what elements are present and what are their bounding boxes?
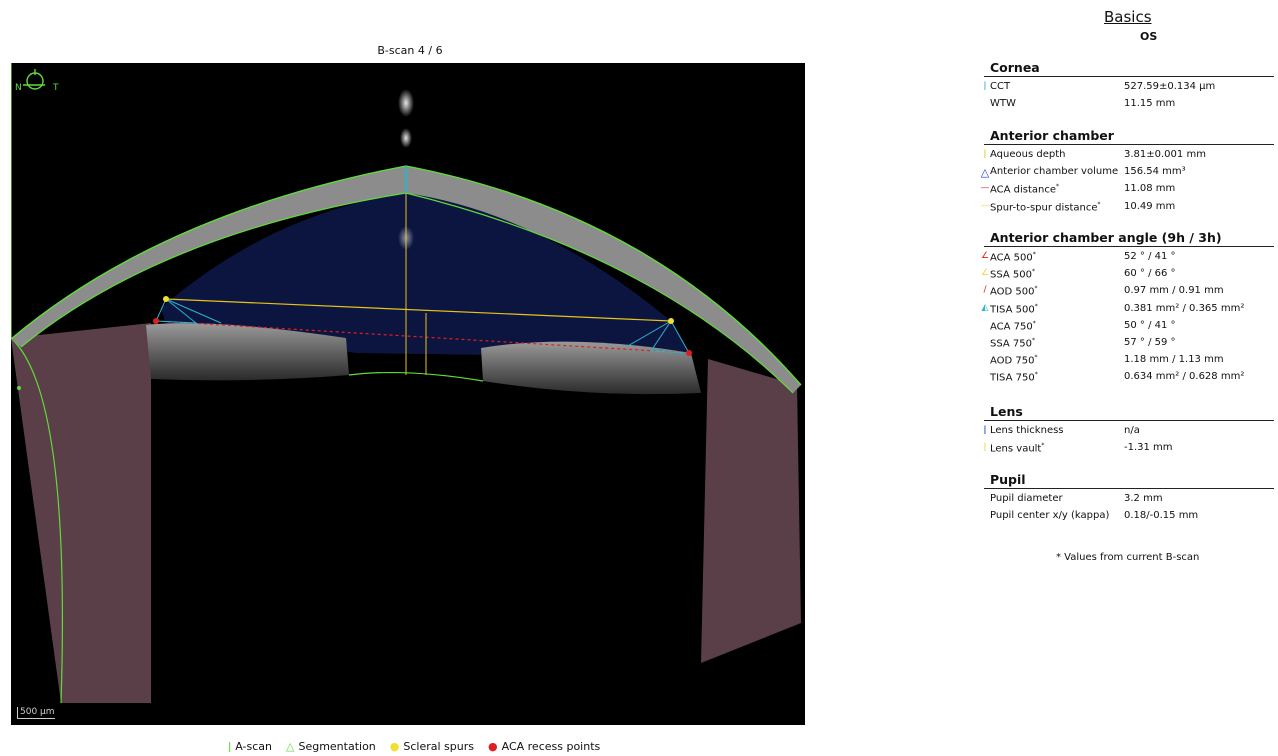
eye-orientation-icon xyxy=(23,69,45,90)
lens-thickness-label: Lens thickness xyxy=(990,425,1064,436)
ssa750-value: 57 ° / 59 ° xyxy=(1124,336,1176,348)
pupil-diameter-label: Pupil diameter xyxy=(990,493,1063,504)
aod500-icon: / xyxy=(983,285,987,296)
angle-section: Anterior chamber angle (9h / 3h) ∠ ACA 50… xyxy=(981,230,1274,389)
pupil-center-value: 0.18/-0.15 mm xyxy=(1124,510,1199,522)
aod750-label: AOD 750* xyxy=(990,354,1038,367)
legend-segmentation: △ Segmentation xyxy=(286,740,376,753)
chamber-volume-icon: △ xyxy=(980,166,990,180)
lens-header: Lens xyxy=(984,404,1274,421)
cornea-section: Cornea ǀ CCT 527.59±0.134 µm WTW 11.15 mm xyxy=(984,60,1274,115)
spur-distance-label: Spur-to-spur distance* xyxy=(990,200,1101,213)
tisa500-value: 0.381 mm² / 0.365 mm² xyxy=(1124,302,1245,314)
cct-row: ǀ CCT 527.59±0.134 µm xyxy=(984,81,1274,98)
tisa750-row: TISA 750* 0.634 mm² / 0.628 mm² xyxy=(984,371,1274,388)
wtw-value: 11.15 mm xyxy=(1124,98,1176,110)
pupil-header: Pupil xyxy=(984,472,1274,489)
aca-distance-icon: — xyxy=(980,183,990,194)
chamber-volume-row: △ Anterior chamber volume 156.54 mm³ xyxy=(981,166,1274,183)
ssa500-row: ∠ SSA 500* 60 ° / 66 ° xyxy=(981,268,1274,285)
scalebar: 500 µm xyxy=(17,707,55,719)
aqueous-depth-icon: ǀ xyxy=(983,149,987,159)
aca500-row: ∠ ACA 500* 52 ° / 41 ° xyxy=(981,251,1274,268)
bscan-title: B-scan 4 / 6 xyxy=(377,44,443,57)
anterior-chamber-header: Anterior chamber xyxy=(984,128,1274,145)
ascan-icon: ǀ xyxy=(228,740,232,753)
aca750-value: 50 ° / 41 ° xyxy=(1124,319,1176,331)
lens-vault-label: Lens vault* xyxy=(990,442,1045,455)
aca500-value: 52 ° / 41 ° xyxy=(1124,251,1176,262)
spur-distance-row: — Spur-to-spur distance* 10.49 mm xyxy=(981,200,1274,218)
cct-label: CCT xyxy=(990,81,1011,92)
eye-label: OS xyxy=(1140,30,1158,43)
legend-segmentation-label: Segmentation xyxy=(298,740,376,753)
tisa500-icon: ◭ xyxy=(981,302,989,313)
chamber-volume-value: 156.54 mm³ xyxy=(1124,166,1186,178)
ssa500-label: SSA 500* xyxy=(990,268,1035,281)
bscan-image[interactable]: N T 500 µm xyxy=(11,63,805,725)
aca750-row: ACA 750* 50 ° / 41 ° xyxy=(984,320,1274,337)
aca-distance-label: ACA distance* xyxy=(990,183,1060,196)
pupil-center-label: Pupil center x/y (kappa) xyxy=(990,510,1110,522)
spur-distance-icon: — xyxy=(980,200,990,211)
pupil-center-row: Pupil center x/y (kappa) 0.18/-0.15 mm xyxy=(984,510,1274,527)
aod500-value: 0.97 mm / 0.91 mm xyxy=(1124,285,1224,297)
legend-aca-recess: ● ACA recess points xyxy=(488,740,600,753)
bscan-note: * Values from current B-scan xyxy=(1056,552,1200,563)
tisa500-row: ◭ TISA 500* 0.381 mm² / 0.365 mm² xyxy=(982,302,1274,320)
aqueous-depth-label: Aqueous depth xyxy=(990,149,1066,160)
aca-distance-row: — ACA distance* 11.08 mm xyxy=(981,183,1274,200)
pupil-diameter-row: Pupil diameter 3.2 mm xyxy=(984,493,1274,510)
tisa500-label: TISA 500* xyxy=(990,302,1038,315)
aod500-row: / AOD 500* 0.97 mm / 0.91 mm xyxy=(983,285,1274,302)
lens-vault-row: ǀ Lens vault* -1.31 mm xyxy=(984,442,1274,459)
aca-recess-icon: ● xyxy=(488,740,498,753)
legend-aca-recess-label: ACA recess points xyxy=(501,740,601,753)
legend-ascan: ǀ A-scan xyxy=(228,740,272,753)
pupil-section: Pupil Pupil diameter 3.2 mm Pupil center … xyxy=(984,472,1274,527)
aca500-label: ACA 500* xyxy=(990,251,1036,264)
orient-n-label: N xyxy=(15,83,22,93)
ssa750-label: SSA 750* xyxy=(990,336,1035,350)
segmentation-icon: △ xyxy=(286,740,295,753)
lens-vault-value: -1.31 mm xyxy=(1124,442,1173,454)
orient-t-label: T xyxy=(53,83,59,93)
lens-section: Lens ǀ Lens thickness n/a ǀ Lens vault* -1.3… xyxy=(984,404,1274,459)
cornea-header: Cornea xyxy=(984,60,1274,77)
aod750-row: AOD 750* 1.18 mm / 1.13 mm xyxy=(984,354,1274,371)
lens-thickness-icon: ǀ xyxy=(983,425,987,435)
ssa500-icon: ∠ xyxy=(980,268,990,279)
pupil-diameter-value: 3.2 mm xyxy=(1124,493,1163,504)
aca500-icon: ∠ xyxy=(980,251,990,261)
tisa750-label: TISA 750* xyxy=(990,371,1038,384)
anterior-chamber-section: Anterior chamber ǀ Aqueous depth 3.81±0.00… xyxy=(981,128,1274,218)
legend-ascan-label: A-scan xyxy=(235,740,272,753)
aod750-value: 1.18 mm / 1.13 mm xyxy=(1124,354,1224,366)
spur-distance-value: 10.49 mm xyxy=(1124,200,1176,212)
tisa750-value: 0.634 mm² / 0.628 mm² xyxy=(1124,371,1245,383)
aca750-label: ACA 750* xyxy=(990,319,1036,333)
oct-scan-graphic xyxy=(11,63,802,704)
legend-scleral-spurs: ● Scleral spurs xyxy=(390,740,474,753)
panel-title: Basics xyxy=(1104,8,1152,26)
lens-thickness-value: n/a xyxy=(1124,425,1140,436)
wtw-row: WTW 11.15 mm xyxy=(984,98,1274,115)
legend-scleral-spurs-label: Scleral spurs xyxy=(403,740,474,753)
lens-vault-icon: ǀ xyxy=(983,442,987,453)
cct-icon: ǀ xyxy=(983,81,987,91)
angle-header: Anterior chamber angle (9h / 3h) xyxy=(984,230,1274,247)
wtw-label: WTW xyxy=(990,98,1016,110)
ssa750-row: SSA 750* 57 ° / 59 ° xyxy=(984,337,1274,354)
lens-thickness-row: ǀ Lens thickness n/a xyxy=(984,425,1274,442)
aqueous-depth-value: 3.81±0.001 mm xyxy=(1124,149,1206,160)
scleral-spur-icon: ● xyxy=(389,740,400,753)
cct-value: 527.59±0.134 µm xyxy=(1124,81,1216,92)
aod500-label: AOD 500* xyxy=(990,285,1038,298)
aqueous-depth-row: ǀ Aqueous depth 3.81±0.001 mm xyxy=(984,149,1274,166)
ssa500-value: 60 ° / 66 ° xyxy=(1124,268,1176,280)
aca-distance-value: 11.08 mm xyxy=(1124,183,1176,195)
chamber-volume-label: Anterior chamber volume xyxy=(990,166,1119,178)
scan-legend: ǀ A-scan △ Segmentation ● Scleral spurs ● AC… xyxy=(228,740,600,753)
